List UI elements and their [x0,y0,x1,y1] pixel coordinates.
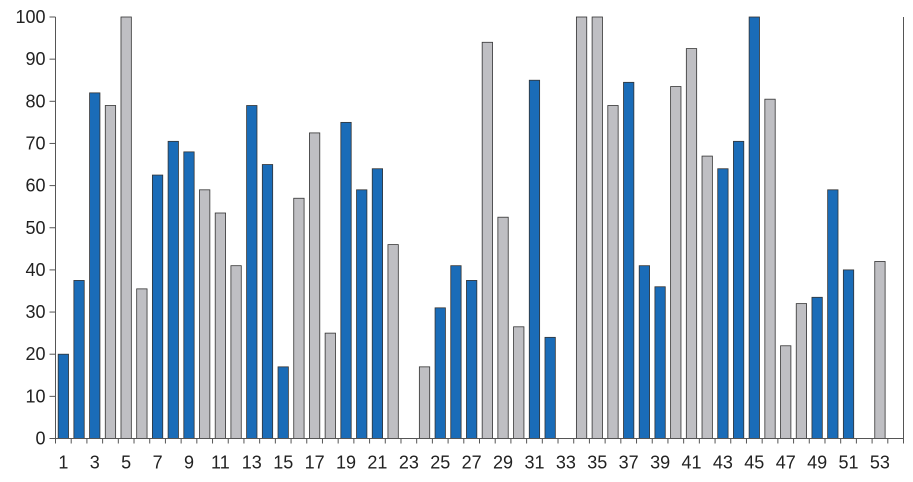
x-tick-label: 51 [839,453,859,473]
x-tick-label: 27 [462,453,482,473]
y-tick-label: 90 [25,49,45,69]
y-tick-label: 40 [25,260,45,280]
x-tick-label: 19 [336,453,356,473]
bar-37 [623,81,635,439]
y-tick-label: 70 [25,133,45,153]
bar-3 [89,92,101,439]
bar-10 [199,189,211,439]
x-tick-label: 5 [121,453,131,473]
x-tick-label: 9 [184,453,194,473]
x-tick-label: 37 [619,453,639,473]
y-tick-label: 10 [25,386,45,406]
bar-42 [701,155,713,439]
x-tick-label: 45 [744,453,764,473]
x-tick-label: 15 [273,453,293,473]
bar-26 [450,265,462,439]
bar-6 [136,288,148,439]
bar-48 [795,303,807,439]
bar-31 [528,79,541,439]
bar-17 [309,132,321,439]
x-tick-label: 29 [493,453,513,473]
bar-51 [842,269,855,439]
x-tick-label: 21 [367,453,387,473]
y-tick-label: 50 [25,218,45,238]
bar-8 [167,140,179,439]
bar-49 [811,296,823,439]
bar-18 [324,332,336,439]
y-tick-label: 0 [35,429,45,449]
bar-45 [748,16,760,439]
bar-27 [466,280,478,439]
x-tick-label: 43 [713,453,733,473]
x-tick-label: 17 [305,453,325,473]
bar-43 [717,168,729,439]
bar-24 [418,366,431,439]
bar-2 [73,280,85,439]
x-tick-label: 33 [556,453,576,473]
y-tick-label: 80 [25,91,45,111]
bar-15 [277,366,289,439]
bar-13 [246,105,258,439]
bar-14 [261,164,274,439]
x-tick-label: 3 [90,453,100,473]
bar-36 [607,105,619,439]
bar-1 [57,353,69,439]
y-axis-ticks: 0 10 20 30 40 50 60 70 80 90 100 [15,7,56,449]
x-tick-label: 47 [776,453,796,473]
bar-12 [230,265,242,439]
x-tick-label: 1 [58,453,68,473]
y-tick-label: 30 [25,302,45,322]
bar-53 [874,261,886,439]
x-tick-label: 13 [242,453,262,473]
x-tick-label: 49 [807,453,827,473]
x-axis-ticks: 1 3 5 7 9 11 13 15 17 19 21 23 25 27 29 31 33 35 37 39 41 43 4… [55,438,904,473]
x-tick-label: 25 [430,453,450,473]
y-tick-label: 100 [15,7,45,27]
bar-39 [654,286,666,439]
bar-35 [591,16,603,439]
x-tick-label: 41 [681,453,701,473]
bar-30 [513,326,525,439]
bar-34 [575,16,588,439]
bar-22 [387,244,399,439]
x-tick-label: 7 [153,453,163,473]
bar-19 [340,121,352,439]
bar-32 [544,336,556,439]
x-tick-label: 23 [399,453,419,473]
bar-20 [356,189,368,439]
x-tick-label: 39 [650,453,670,473]
bar-11 [214,212,226,439]
bar-28 [481,41,493,439]
bar-40 [670,86,682,439]
bars-group [57,16,886,439]
bar-44 [733,140,745,439]
bar-4 [104,105,117,439]
bar-21 [371,168,383,439]
bar-29 [497,216,509,439]
bar-5 [120,16,132,439]
x-tick-label: 31 [524,453,544,473]
x-tick-label: 11 [211,453,230,473]
x-tick-label: 53 [870,453,890,473]
y-tick-label: 20 [25,344,45,364]
bar-41 [685,48,698,439]
bar-46 [764,98,776,439]
bar-38 [638,265,650,439]
bar-16 [293,197,305,439]
bar-9 [183,151,195,439]
x-tick-label: 35 [587,453,607,473]
bar-7 [151,174,164,439]
bar-50 [827,189,839,439]
bar-47 [780,345,792,439]
bar-25 [434,307,446,439]
y-tick-label: 60 [25,176,45,196]
